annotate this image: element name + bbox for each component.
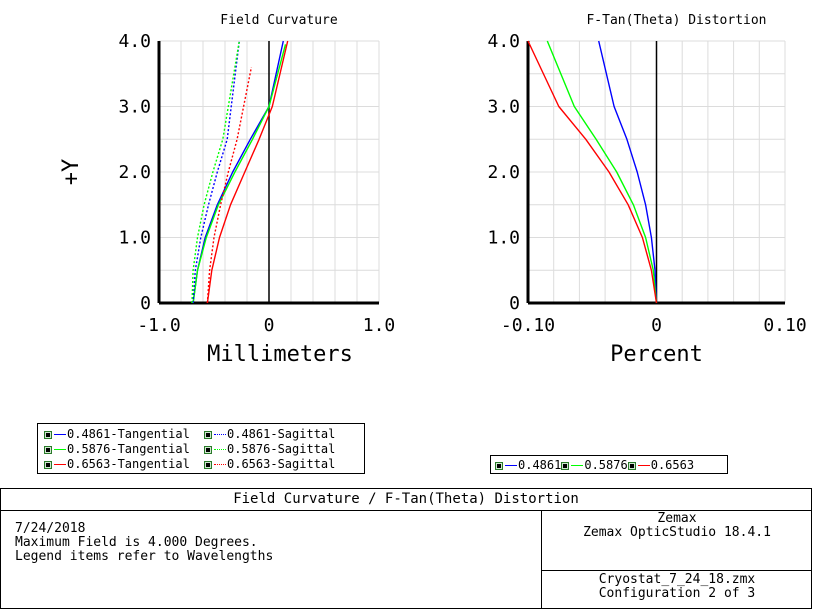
checkbox-icon <box>44 430 52 439</box>
line-swatch-icon <box>54 449 66 450</box>
series-line <box>206 40 289 304</box>
footer-legend-note: Legend items refer to Wavelengths <box>15 549 274 564</box>
checkbox-icon <box>627 461 636 470</box>
footer-max-field: Maximum Field is 4.000 Degrees. <box>15 535 258 550</box>
line-swatch-icon <box>214 434 226 435</box>
y-axis-label: +Y <box>59 159 84 186</box>
checkbox-icon <box>495 461 503 470</box>
footer-software: Zemax OpticStudio 18.4.1 <box>583 525 771 540</box>
legend-label: 0.4861-Sagittal <box>227 427 336 441</box>
y-tick-label: 4.0 <box>118 31 151 52</box>
line-swatch-icon <box>54 434 66 435</box>
legend-item: 0.5876-Sagittal <box>204 442 364 457</box>
line-swatch-icon <box>571 465 584 466</box>
y-tick-label: 0 <box>140 293 151 314</box>
x-tick-label: 0 <box>651 315 662 336</box>
distortion-legend: 0.4861 0.5876 0.6563 <box>490 455 728 474</box>
x-axis-label: Percent <box>610 342 703 367</box>
y-tick-label: 2.0 <box>487 162 520 183</box>
footer-company: Zemax <box>657 511 697 526</box>
footer-configuration: Configuration 2 of 3 <box>598 586 756 601</box>
series-line <box>546 40 658 304</box>
footer-notes: 7/24/2018 Maximum Field is 4.000 Degrees… <box>15 522 273 564</box>
legend-item: 0.4861-Tangential <box>44 427 204 442</box>
x-tick-label: -0.10 <box>501 315 555 336</box>
legend-label: 0.5876 <box>584 458 628 472</box>
x-tick-label: 0 <box>264 315 275 336</box>
footer-company-box: Zemax Zemax OpticStudio 18.4.1 <box>542 510 812 571</box>
legend-item: 0.4861 <box>495 458 561 473</box>
checkbox-icon <box>44 460 52 469</box>
y-tick-label: 0 <box>509 293 520 314</box>
line-swatch-icon <box>214 449 226 450</box>
series-line <box>192 40 240 304</box>
legend-item: 0.5876 <box>561 458 628 473</box>
checkbox-icon <box>561 461 570 470</box>
line-swatch-icon <box>505 465 517 466</box>
field-curvature-legend: 0.4861-Tangential 0.4861-Sagittal 0.5876… <box>37 423 365 474</box>
chart-title: Field Curvature <box>220 13 338 28</box>
x-tick-label: 0.10 <box>763 315 806 336</box>
y-tick-label: 1.0 <box>118 228 151 249</box>
line-swatch-icon <box>637 465 650 466</box>
legend-item: 0.4861-Sagittal <box>204 427 364 442</box>
line-swatch-icon <box>54 464 66 465</box>
series-line <box>598 40 658 304</box>
checkbox-icon <box>44 445 52 454</box>
checkbox-icon <box>204 460 212 469</box>
checkbox-icon <box>204 445 212 454</box>
series-line <box>206 67 253 304</box>
legend-label: 0.4861 <box>518 458 562 472</box>
legend-label: 0.4861-Tangential <box>67 427 190 441</box>
series-line <box>191 40 240 304</box>
legend-label: 0.6563-Tangential <box>67 457 190 471</box>
y-tick-label: 3.0 <box>118 97 151 118</box>
footer-file: Cryostat_7_24_18.zmx <box>598 572 756 587</box>
y-tick-label: 1.0 <box>487 228 520 249</box>
legend-item: 0.5876-Tangential <box>44 442 204 457</box>
legend-item: 0.6563 <box>627 458 695 473</box>
legend-item: 0.6563-Sagittal <box>204 457 364 472</box>
footer-date: 7/24/2018 <box>15 521 86 536</box>
y-tick-label: 2.0 <box>118 162 151 183</box>
footer-title: Field Curvature / F-Tan(Theta) Distortio… <box>1 489 811 511</box>
x-tick-label: 1.0 <box>363 315 396 336</box>
legend-label: 0.6563 <box>650 458 695 472</box>
legend-label: 0.5876-Tangential <box>67 442 190 456</box>
series-line <box>527 40 658 304</box>
x-axis-label: Millimeters <box>207 342 353 367</box>
legend-item: 0.6563-Tangential <box>44 457 204 472</box>
chart-title: F-Tan(Theta) Distortion <box>586 13 766 28</box>
legend-label: 0.6563-Sagittal <box>227 457 336 471</box>
line-swatch-icon <box>214 464 226 465</box>
y-tick-label: 4.0 <box>487 31 520 52</box>
x-tick-label: -1.0 <box>137 315 180 336</box>
footer-box: Field Curvature / F-Tan(Theta) Distortio… <box>0 488 812 609</box>
footer-divider <box>541 510 542 609</box>
series-line <box>192 44 287 304</box>
legend-label: 0.5876-Sagittal <box>227 442 336 456</box>
footer-file-box: Cryostat_7_24_18.zmx Configuration 2 of … <box>542 572 812 601</box>
y-tick-label: 3.0 <box>487 97 520 118</box>
checkbox-icon <box>204 430 212 439</box>
